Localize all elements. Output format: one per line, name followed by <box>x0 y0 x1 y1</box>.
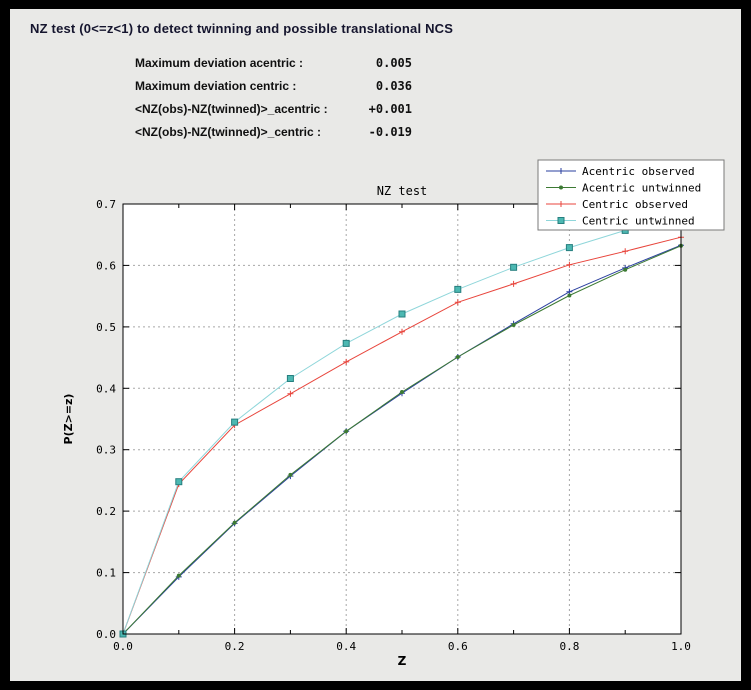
svg-text:0.5: 0.5 <box>96 321 116 334</box>
nz-test-chart: 0.0 0.2 0.4 0.6 0.8 1.0 0.0 0.1 0.2 0.3 0.4 0.5 0.6 0… <box>62 159 725 668</box>
svg-text:0.0: 0.0 <box>96 628 116 641</box>
legend: Acentric observed Acentric untwinned Centr… <box>537 159 725 231</box>
stat-value: 0.005 <box>375 56 412 70</box>
svg-text:0.4: 0.4 <box>336 640 356 653</box>
svg-text:Centric untwinned: Centric untwinned <box>582 215 695 228</box>
legend-entry-acentric-untwinned: Acentric untwinned <box>546 182 701 195</box>
window-frame: NZ test (0<=z<1) to detect twinning and … <box>10 9 741 681</box>
svg-text:0.4: 0.4 <box>96 382 116 395</box>
stat-row: <NZ(obs)-NZ(twinned)>_centric : -0.019 <box>10 122 741 145</box>
stat-row: Maximum deviation acentric : 0.005 <box>10 53 741 76</box>
legend-entry-centric-untwinned: Centric untwinned <box>546 215 695 228</box>
svg-text:1.0: 1.0 <box>671 640 691 653</box>
stats-list: Maximum deviation acentric : 0.005 Maxim… <box>10 53 741 145</box>
svg-text:0.2: 0.2 <box>225 640 245 653</box>
tick-labels: 0.0 0.2 0.4 0.6 0.8 1.0 0.0 0.1 0.2 0.3 0.4 0.5 0.6 0… <box>96 198 691 653</box>
plot-title: NZ test <box>377 184 428 198</box>
grid <box>123 204 681 634</box>
stat-row: <NZ(obs)-NZ(twinned)>_acentric : +0.001 <box>10 99 741 122</box>
stat-label: <NZ(obs)-NZ(twinned)>_acentric : <box>135 102 328 116</box>
x-axis-label: Z <box>398 654 407 668</box>
legend-entry-centric-observed: Centric observed <box>546 198 688 211</box>
stat-label: Maximum deviation acentric : <box>135 56 304 70</box>
legend-entry-acentric-observed: Acentric observed <box>546 165 695 178</box>
svg-text:0.3: 0.3 <box>96 444 116 457</box>
stat-value: -0.019 <box>368 125 412 139</box>
svg-text:0.6: 0.6 <box>96 259 116 272</box>
stat-label: Maximum deviation centric : <box>135 79 297 93</box>
stat-row: Maximum deviation centric : 0.036 <box>10 76 741 99</box>
svg-text:Acentric observed: Acentric observed <box>582 165 695 178</box>
svg-text:Acentric untwinned: Acentric untwinned <box>582 182 701 195</box>
svg-text:Centric observed: Centric observed <box>582 198 688 211</box>
plot-area <box>123 204 681 634</box>
stat-value: +0.001 <box>368 102 412 116</box>
stat-value: 0.036 <box>375 79 412 93</box>
stat-label: <NZ(obs)-NZ(twinned)>_centric : <box>135 125 322 139</box>
page-title: NZ test (0<=z<1) to detect twinning and … <box>30 21 454 36</box>
svg-text:0.1: 0.1 <box>96 567 116 580</box>
svg-text:0.6: 0.6 <box>448 640 468 653</box>
svg-text:0.0: 0.0 <box>113 640 133 653</box>
svg-text:0.2: 0.2 <box>96 505 116 518</box>
y-axis-label: P(Z>=z) <box>62 394 75 445</box>
svg-text:0.8: 0.8 <box>559 640 579 653</box>
svg-text:0.7: 0.7 <box>96 198 116 211</box>
ticks <box>122 203 682 635</box>
